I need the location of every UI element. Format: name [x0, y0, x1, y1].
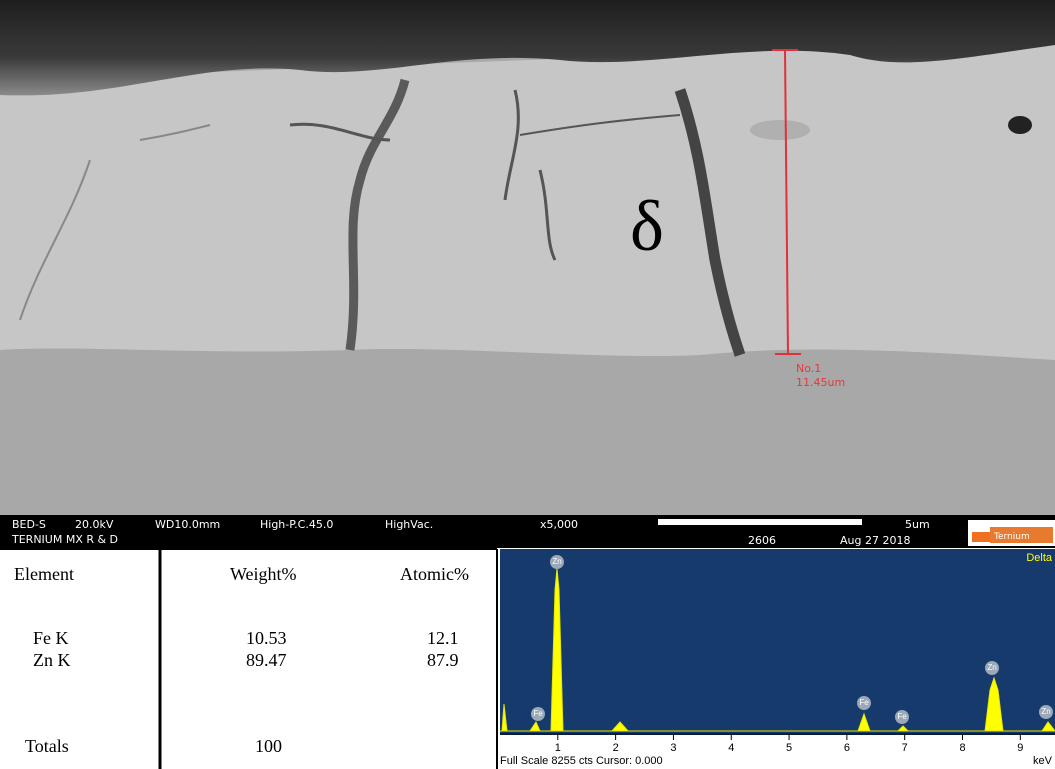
- x-tick-label: 4: [728, 742, 734, 754]
- info-text: High-P.C.45.0: [260, 518, 333, 531]
- table-cell: 100: [255, 736, 282, 756]
- spectrum-footer: Full Scale 8255 cts Cursor: 0.000: [500, 755, 663, 767]
- info-text: HighVac.: [385, 518, 433, 531]
- peak-label: Fe: [897, 712, 907, 721]
- phase-label: δ: [630, 186, 664, 266]
- table-cell: Totals: [25, 736, 69, 756]
- pore: [1008, 116, 1032, 134]
- x-tick-label: 8: [959, 742, 965, 754]
- info-text: WD10.0mm: [155, 518, 220, 531]
- info-text: x5,000: [540, 518, 578, 531]
- x-tick-label: 9: [1017, 742, 1023, 754]
- x-tick-label: 7: [902, 742, 908, 754]
- inclusion: [750, 120, 810, 140]
- info-bar: BED-S 20.0kV WD10.0mm High-P.C.45.0 High…: [0, 515, 1055, 548]
- table-cell: 89.47: [246, 650, 287, 670]
- spectrum-title: Delta: [1026, 552, 1053, 564]
- info-text: 2606: [748, 534, 776, 547]
- measure-id: No.1: [796, 362, 821, 375]
- table-header: Element: [14, 564, 74, 584]
- table-cell: 10.53: [246, 628, 287, 648]
- peak-label: Fe: [859, 698, 869, 707]
- peak-label: Zn: [1041, 707, 1050, 716]
- x-tick-label: 6: [844, 742, 850, 754]
- delta-layer: [0, 40, 1055, 360]
- logo-text: Ternium: [993, 532, 1030, 542]
- spectrum-bg: [500, 549, 1055, 735]
- scale-bar: [658, 519, 862, 525]
- table-header: Weight%: [230, 564, 297, 584]
- info-text: BED-S: [12, 518, 46, 531]
- x-tick-label: 5: [786, 742, 792, 754]
- info-text: 20.0kV: [75, 518, 114, 531]
- peak-label: Zn: [552, 557, 561, 566]
- eds-spectrum: Delta Zn Fe Fe Fe Zn Zn keV Full Scale 8…: [500, 549, 1055, 767]
- x-tick-label: 3: [670, 742, 676, 754]
- figure: No.1 11.45um δ BED-S 20.0kV WD10.0mm Hig…: [0, 0, 1055, 769]
- table-cell: 12.1: [427, 628, 459, 648]
- logo-mark: [972, 532, 990, 542]
- table: Element Weight% Atomic% Fe K 10.53 12.1 …: [0, 549, 497, 769]
- x-tick-label: 1: [555, 742, 561, 754]
- info-text: 5um: [905, 518, 930, 531]
- peak-label: Zn: [987, 663, 996, 672]
- sem-image: No.1 11.45um δ: [0, 0, 1055, 515]
- peak-label: Fe: [533, 709, 543, 718]
- info-text: TERNIUM MX R & D: [11, 533, 118, 546]
- table-cell: Fe K: [33, 628, 69, 648]
- measure-length: 11.45um: [796, 376, 845, 389]
- info-text: Aug 27 2018: [840, 534, 910, 547]
- x-unit: keV: [1033, 755, 1053, 767]
- table-cell: Zn K: [33, 650, 71, 670]
- x-tick-label: 2: [613, 742, 619, 754]
- table-header: Atomic%: [400, 564, 469, 584]
- table-cell: 87.9: [427, 650, 459, 670]
